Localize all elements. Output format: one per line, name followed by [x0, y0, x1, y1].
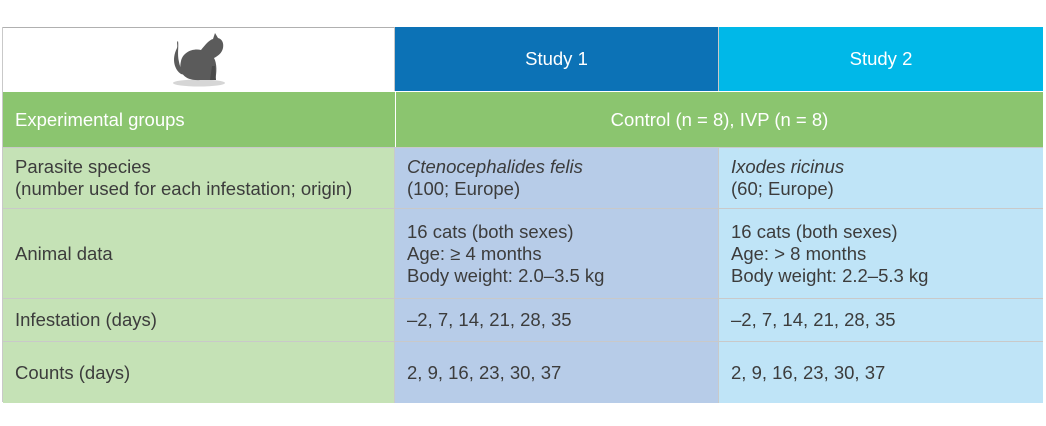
study1-infestation-value: –2, 7, 14, 21, 28, 35	[407, 309, 572, 330]
study1-infestation-days: –2, 7, 14, 21, 28, 35	[395, 298, 719, 341]
row-label-infestation: Infestation (days)	[3, 298, 395, 341]
row-label-line: Counts (days)	[15, 361, 131, 383]
row-label-parasite-species: Parasite species (number used for each i…	[3, 147, 395, 208]
study1-animal-count: 16 cats (both sexes)	[407, 220, 574, 242]
study2-parasite-name: Ixodes ricinus	[731, 156, 845, 177]
experimental-groups-value: Control (n = 8), IVP (n = 8)	[395, 91, 1043, 147]
study-comparison-table: Study 1 Study 2 Experimental groups Cont…	[2, 27, 1043, 403]
study1-counts-value: 2, 9, 16, 23, 30, 37	[407, 361, 562, 383]
study2-animal-count: 16 cats (both sexes)	[731, 220, 898, 242]
row-label-counts: Counts (days)	[3, 341, 395, 403]
row-label-line: Parasite species	[15, 156, 151, 177]
study1-header: Study 1	[395, 27, 719, 91]
study2-animal-data: 16 cats (both sexes) Age: > 8 months Bod…	[719, 208, 1043, 298]
experimental-groups-label: Experimental groups	[3, 91, 395, 147]
study1-animal-weight: Body weight: 2.0–3.5 kg	[407, 264, 605, 286]
study2-counts-value: 2, 9, 16, 23, 30, 37	[731, 361, 886, 383]
row-label-line: (number used for each infestation; origi…	[15, 178, 353, 199]
study1-parasite-name: Ctenocephalides felis	[407, 156, 583, 177]
row-label-line: Infestation (days)	[15, 309, 157, 330]
experimental-groups-label-text: Experimental groups	[15, 108, 185, 130]
study2-animal-weight: Body weight: 2.2–5.3 kg	[731, 264, 929, 286]
experimental-groups-value-text: Control (n = 8), IVP (n = 8)	[610, 108, 829, 130]
study2-infestation-value: –2, 7, 14, 21, 28, 35	[731, 309, 896, 330]
cat-silhouette-icon	[172, 32, 225, 86]
study1-header-label: Study 1	[525, 48, 588, 69]
study1-animal-data: 16 cats (both sexes) Age: ≥ 4 months Bod…	[395, 208, 719, 298]
study1-parasite-origin: (100; Europe)	[407, 178, 521, 199]
study2-header-label: Study 2	[849, 48, 913, 69]
study1-parasite-species: Ctenocephalides felis (100; Europe)	[395, 147, 719, 208]
row-label-animal-data: Animal data	[3, 208, 395, 298]
study2-animal-age: Age: > 8 months	[731, 242, 867, 264]
study1-count-days: 2, 9, 16, 23, 30, 37	[395, 341, 719, 403]
study2-infestation-days: –2, 7, 14, 21, 28, 35	[719, 298, 1043, 341]
study2-parasite-origin: (60; Europe)	[731, 178, 834, 199]
row-label-line: Animal data	[15, 242, 113, 264]
study2-header: Study 2	[719, 27, 1043, 91]
header-icon-cell	[3, 27, 395, 91]
study2-count-days: 2, 9, 16, 23, 30, 37	[719, 341, 1043, 403]
study1-animal-age: Age: ≥ 4 months	[407, 242, 542, 264]
study2-parasite-species: Ixodes ricinus (60; Europe)	[719, 147, 1043, 208]
